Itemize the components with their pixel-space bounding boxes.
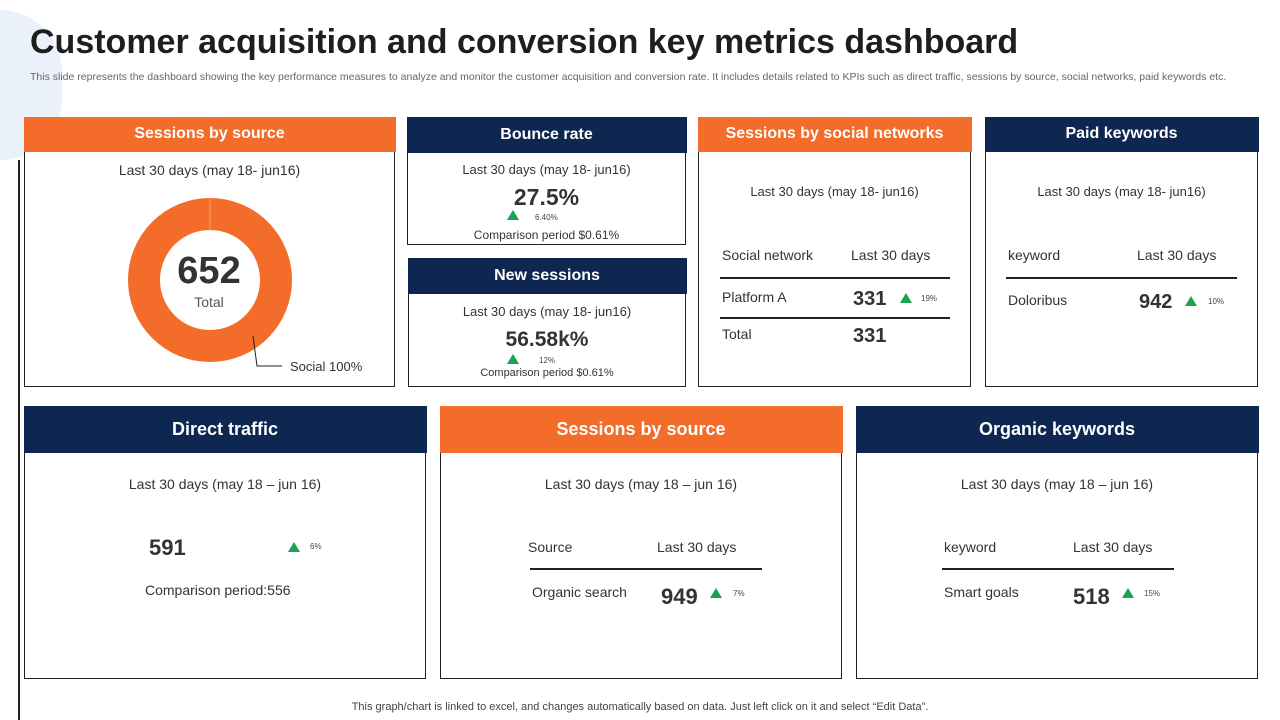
column-header: Last 30 days — [851, 247, 931, 263]
total-value: 652 — [177, 250, 241, 292]
period-label: Last 30 days (may 18- jun16) — [118, 162, 301, 178]
change-value: 6.40% — [535, 213, 558, 222]
trend-up-icon — [288, 542, 300, 552]
row-value: 942 — [1139, 291, 1173, 313]
column-header: Social network — [722, 247, 814, 263]
metric-value: 591 — [149, 535, 186, 560]
sessions-by-source-card: Sessions by source Last 30 days (may 18-… — [23, 116, 396, 387]
total-label: Total — [194, 294, 224, 310]
period-label: Last 30 days (may 18- jun16) — [1037, 184, 1206, 199]
card-header: Sessions by social networks — [697, 116, 972, 152]
column-header: keyword — [944, 539, 997, 555]
row-label: Smart goals — [944, 584, 1019, 600]
period-label: Last 30 days (may 18 – jun 16) — [128, 476, 322, 492]
table-divider — [942, 568, 1174, 570]
trend-up-icon — [710, 588, 722, 598]
trend-up-icon — [507, 210, 519, 220]
comparison-label: Comparison period:556 — [145, 582, 291, 598]
card-header: Organic keywords — [855, 405, 1259, 453]
card-header: New sessions — [407, 257, 687, 294]
trend-up-icon — [1185, 296, 1197, 306]
comparison-label: Comparison period $0.61% — [473, 228, 620, 242]
card-header: Sessions by source — [439, 405, 843, 453]
change-value: 15% — [1144, 589, 1161, 598]
change-value: 7% — [733, 589, 745, 598]
period-label: Last 30 days (may 18- jun16) — [462, 162, 631, 177]
table-divider — [1006, 277, 1237, 279]
change-value: 10% — [1208, 297, 1225, 306]
table-divider — [530, 568, 762, 570]
metric-value: 56.58k% — [505, 328, 589, 351]
card-header: Direct traffic — [23, 405, 427, 453]
bounce-rate-card: Bounce rate Last 30 days (may 18- jun16)… — [406, 116, 687, 245]
social-networks-card: Sessions by social networks Last 30 days… — [697, 116, 972, 387]
trend-up-icon — [1122, 588, 1134, 598]
page-title: Customer acquisition and conversion key … — [30, 23, 1019, 61]
period-label: Last 30 days (may 18- jun16) — [750, 184, 919, 199]
period-label: Last 30 days (may 18 – jun 16) — [544, 476, 738, 492]
trend-up-icon — [507, 354, 519, 364]
column-header: keyword — [1008, 247, 1061, 263]
column-header: Last 30 days — [657, 539, 737, 555]
change-value: 6% — [310, 542, 322, 551]
period-label: Last 30 days (may 18- jun16) — [462, 304, 632, 319]
trend-up-icon — [900, 293, 912, 303]
column-header: Source — [528, 539, 573, 555]
paid-keywords-card: Paid keywords Last 30 days (may 18- jun1… — [984, 116, 1259, 387]
card-header: Sessions by source — [23, 116, 396, 152]
row-label: Platform A — [722, 289, 787, 305]
direct-traffic-card: Direct traffic Last 30 days (may 18 – ju… — [23, 405, 427, 679]
column-header: Last 30 days — [1073, 539, 1153, 555]
column-header: Last 30 days — [1137, 247, 1217, 263]
total-value: 331 — [853, 325, 887, 347]
period-label: Last 30 days (may 18 – jun 16) — [960, 476, 1154, 492]
page-subtitle: This slide represents the dashboard show… — [30, 71, 1227, 83]
card-header: Bounce rate — [406, 116, 687, 153]
table-divider — [720, 317, 950, 319]
total-label: Total — [722, 326, 752, 342]
footer-note: This graph/chart is linked to excel, and… — [351, 701, 929, 713]
card-header: Paid keywords — [984, 116, 1259, 152]
change-value: 19% — [921, 294, 938, 303]
slice-label: Social 100% — [290, 359, 363, 374]
metric-value: 27.5% — [513, 184, 580, 210]
organic-keywords-card: Organic keywords Last 30 days (may 18 – … — [855, 405, 1259, 679]
row-value: 949 — [661, 584, 698, 609]
row-value: 331 — [853, 288, 887, 310]
comparison-label: Comparison period $0.61% — [480, 367, 614, 379]
leader-line — [252, 335, 282, 367]
row-value: 518 — [1073, 584, 1110, 609]
sessions-by-source-table-card: Sessions by source Last 30 days (may 18 … — [439, 405, 843, 679]
table-divider — [720, 277, 950, 279]
donut-chart — [128, 198, 292, 362]
row-label: Organic search — [532, 584, 627, 600]
divider — [18, 160, 20, 720]
row-label: Doloribus — [1008, 292, 1068, 308]
new-sessions-card: New sessions Last 30 days (may 18- jun16… — [407, 257, 687, 387]
change-value: 12% — [539, 356, 556, 365]
